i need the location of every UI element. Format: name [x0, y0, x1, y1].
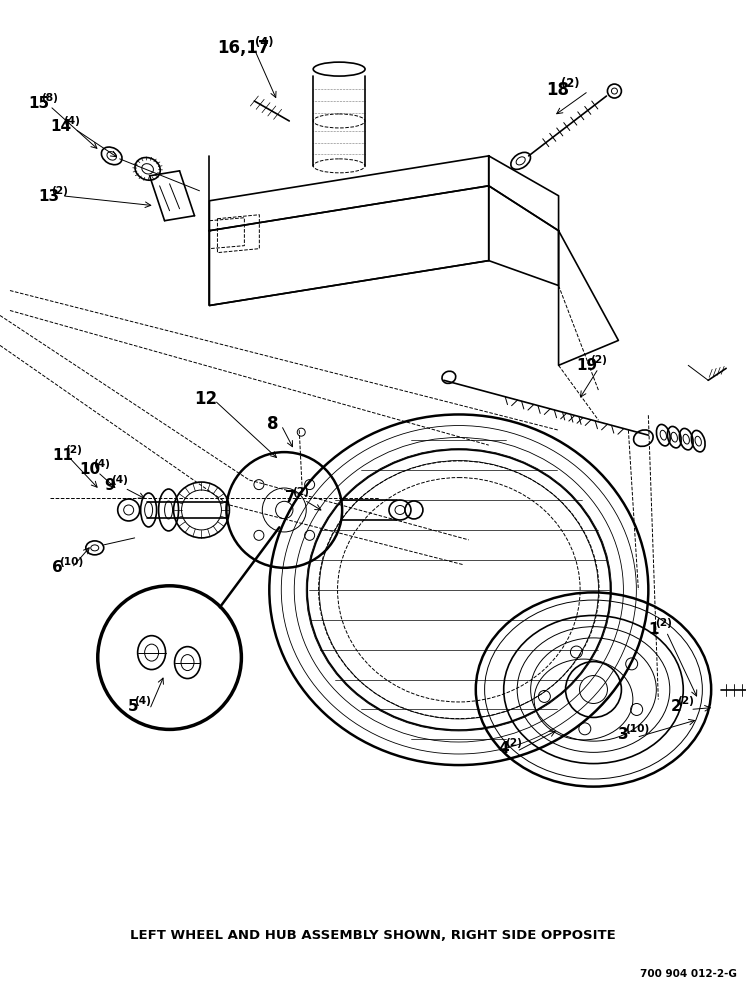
Text: 8: 8: [267, 415, 279, 433]
Text: (10): (10): [58, 557, 83, 567]
Text: 2: 2: [670, 699, 681, 714]
Text: (2): (2): [292, 487, 309, 497]
Text: (4): (4): [94, 459, 110, 469]
Text: 4: 4: [499, 741, 509, 756]
Text: LEFT WHEEL AND HUB ASSEMBLY SHOWN, RIGHT SIDE OPPOSITE: LEFT WHEEL AND HUB ASSEMBLY SHOWN, RIGHT…: [130, 929, 616, 942]
Text: 5: 5: [128, 699, 138, 714]
Text: (2): (2): [66, 445, 82, 455]
Text: (10): (10): [625, 724, 649, 734]
Text: (4): (4): [111, 475, 129, 485]
Text: (2): (2): [590, 355, 607, 365]
Text: (4): (4): [135, 696, 151, 706]
Text: (2): (2): [506, 738, 522, 748]
Text: 6: 6: [52, 560, 63, 575]
Text: 19: 19: [577, 358, 598, 373]
Text: (2): (2): [562, 77, 580, 90]
Text: 15: 15: [28, 96, 49, 111]
Text: 18: 18: [547, 81, 570, 99]
Text: (4): (4): [64, 116, 80, 126]
Text: 1: 1: [649, 622, 659, 637]
Text: 13: 13: [38, 189, 59, 204]
Text: (8): (8): [42, 93, 58, 103]
Text: (4): (4): [254, 36, 273, 49]
Text: 11: 11: [52, 448, 73, 463]
Text: 10: 10: [80, 462, 101, 477]
Text: 3: 3: [619, 727, 629, 742]
Text: 12: 12: [194, 390, 218, 408]
Text: 7: 7: [285, 490, 296, 505]
Text: 14: 14: [50, 119, 71, 134]
Text: (2): (2): [52, 186, 68, 196]
Text: 16,17: 16,17: [218, 39, 270, 57]
Text: (2): (2): [655, 618, 672, 628]
Text: 700 904 012-2-G: 700 904 012-2-G: [640, 969, 737, 979]
Text: (2): (2): [677, 696, 694, 706]
Text: 9: 9: [105, 478, 115, 493]
